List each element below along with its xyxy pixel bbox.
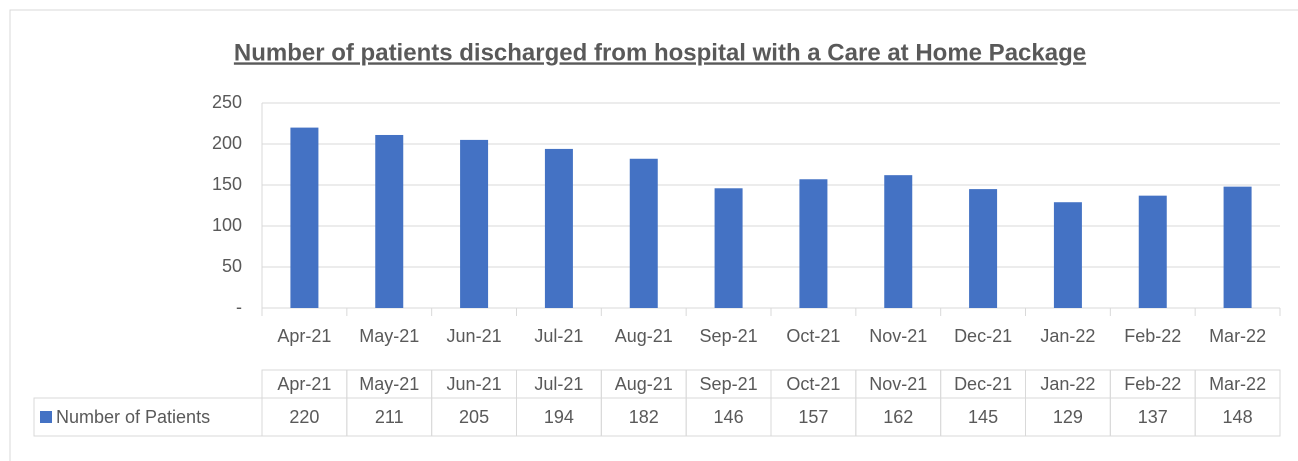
x-tick-label: Jul-21 bbox=[534, 326, 583, 346]
x-tick-label: Mar-22 bbox=[1209, 326, 1266, 346]
bar bbox=[714, 188, 743, 308]
table-value: 145 bbox=[968, 407, 998, 427]
bar bbox=[544, 148, 573, 308]
bar bbox=[290, 127, 319, 308]
x-tick-label: Jan-22 bbox=[1040, 326, 1095, 346]
table-value: 211 bbox=[375, 407, 404, 427]
table-header: Apr-21 bbox=[277, 374, 331, 394]
table-header: Mar-22 bbox=[1209, 374, 1266, 394]
x-tick-label: Dec-21 bbox=[954, 326, 1012, 346]
x-tick-label: Feb-22 bbox=[1124, 326, 1181, 346]
y-tick-label: 200 bbox=[212, 133, 242, 153]
y-tick-label: - bbox=[236, 297, 242, 317]
table-header: Aug-21 bbox=[615, 374, 673, 394]
x-tick-label: May-21 bbox=[359, 326, 419, 346]
table-value: 194 bbox=[544, 407, 574, 427]
bar bbox=[799, 179, 828, 308]
y-tick-label: 50 bbox=[222, 256, 242, 276]
bar bbox=[884, 175, 913, 308]
table-value: 182 bbox=[629, 407, 659, 427]
table-cell bbox=[33, 397, 263, 437]
table-header: Jan-22 bbox=[1040, 374, 1095, 394]
bar bbox=[1138, 195, 1167, 308]
table-value: 148 bbox=[1223, 407, 1253, 427]
x-tick-label: Sep-21 bbox=[700, 326, 758, 346]
chart-frame bbox=[9, 9, 1298, 461]
bar bbox=[460, 139, 489, 308]
x-tick-label: Oct-21 bbox=[786, 326, 840, 346]
legend-swatch bbox=[40, 411, 52, 423]
x-tick-label: Aug-21 bbox=[615, 326, 673, 346]
legend-label: Number of Patients bbox=[56, 407, 210, 427]
table-value: 137 bbox=[1138, 407, 1168, 427]
table-header: Oct-21 bbox=[786, 374, 840, 394]
x-tick-label: Nov-21 bbox=[869, 326, 927, 346]
y-tick-label: 250 bbox=[212, 92, 242, 112]
bar bbox=[629, 158, 658, 308]
x-tick-label: Apr-21 bbox=[277, 326, 331, 346]
table-cell bbox=[1194, 397, 1281, 437]
table-header: Jun-21 bbox=[447, 374, 502, 394]
table-header: Dec-21 bbox=[954, 374, 1012, 394]
x-tick-label: Jun-21 bbox=[447, 326, 502, 346]
table-value: 220 bbox=[289, 407, 319, 427]
chart-title: Number of patients discharged from hospi… bbox=[234, 39, 1086, 66]
y-tick-label: 100 bbox=[212, 215, 242, 235]
table-header: Nov-21 bbox=[869, 374, 927, 394]
table-header: Jul-21 bbox=[534, 374, 583, 394]
table-value: 157 bbox=[798, 407, 828, 427]
bar bbox=[1053, 202, 1082, 308]
y-tick-label: 150 bbox=[212, 174, 242, 194]
bar bbox=[1223, 186, 1252, 308]
table-value: 146 bbox=[714, 407, 744, 427]
table-header: May-21 bbox=[359, 374, 419, 394]
bar bbox=[969, 189, 998, 308]
table-value: 162 bbox=[883, 407, 913, 427]
bar bbox=[375, 134, 404, 308]
table-value: 205 bbox=[459, 407, 489, 427]
table-value: 129 bbox=[1053, 407, 1083, 427]
table-header: Sep-21 bbox=[700, 374, 758, 394]
table-header: Feb-22 bbox=[1124, 374, 1181, 394]
